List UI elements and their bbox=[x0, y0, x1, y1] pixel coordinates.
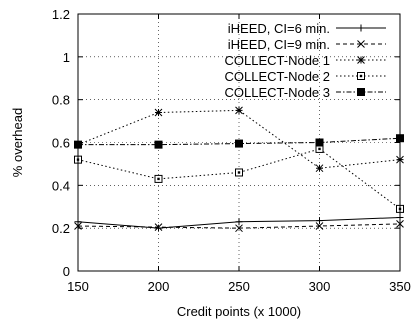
legend-label: COLLECT-Node 2 bbox=[225, 69, 331, 84]
data-point bbox=[154, 140, 163, 149]
legend-label: iHEED, CI=6 min. bbox=[228, 21, 330, 36]
data-point bbox=[235, 218, 243, 226]
legend-marker bbox=[357, 56, 365, 64]
legend-marker bbox=[357, 88, 365, 96]
y-tick-label: 0.6 bbox=[52, 136, 70, 151]
data-point-dot bbox=[237, 171, 241, 174]
data-point bbox=[235, 106, 243, 115]
y-tick-label: 0.8 bbox=[52, 93, 70, 108]
series-layer bbox=[74, 106, 404, 233]
data-point-dot bbox=[318, 147, 321, 151]
data-point bbox=[316, 217, 323, 225]
legend-entry: COLLECT-Node 1 bbox=[225, 53, 386, 68]
legend-marker bbox=[357, 24, 365, 32]
legend-label: COLLECT-Node 1 bbox=[225, 53, 331, 68]
y-axis-label: % overhead bbox=[10, 108, 25, 177]
x-tick-label: 200 bbox=[148, 279, 170, 294]
legend-marker-dot bbox=[359, 74, 363, 78]
legend-marker bbox=[357, 40, 365, 48]
series-5 bbox=[74, 134, 404, 149]
legend-entry: iHEED, CI=9 min. bbox=[228, 37, 386, 52]
legend-entry: iHEED, CI=6 min. bbox=[228, 21, 386, 36]
legend-entry: COLLECT-Node 3 bbox=[225, 85, 386, 100]
axis-ticks: 0 0.2 0.4 0.6 0.8 1 1.2 150 200 250 300 350 bbox=[52, 7, 411, 294]
legend-label: iHEED, CI=9 min. bbox=[228, 37, 330, 52]
y-tick-label: 0 bbox=[63, 264, 70, 279]
data-point bbox=[315, 164, 324, 173]
data-point bbox=[154, 108, 163, 117]
data-point bbox=[315, 138, 324, 147]
x-tick-label: 250 bbox=[228, 279, 250, 294]
data-point bbox=[235, 224, 243, 233]
legend-label: COLLECT-Node 3 bbox=[225, 85, 331, 100]
series-1 bbox=[74, 213, 404, 232]
data-point bbox=[315, 222, 324, 230]
x-axis-label: Credit points (x 1000) bbox=[177, 304, 301, 319]
y-tick-label: 1 bbox=[63, 50, 70, 65]
y-tick-label: 0.2 bbox=[52, 221, 70, 236]
legend-entry: COLLECT-Node 2 bbox=[225, 69, 386, 84]
x-tick-label: 350 bbox=[389, 279, 411, 294]
data-point-dot bbox=[157, 177, 160, 181]
data-point bbox=[154, 223, 163, 231]
series-3 bbox=[74, 106, 404, 173]
series-line bbox=[77, 148, 401, 210]
y-tick-label: 1.2 bbox=[52, 7, 70, 22]
data-point bbox=[155, 224, 162, 232]
series-line bbox=[77, 109, 401, 169]
y-tick-label: 0.4 bbox=[52, 178, 70, 193]
data-point bbox=[235, 139, 243, 148]
x-tick-label: 300 bbox=[309, 279, 331, 294]
x-tick-label: 150 bbox=[67, 279, 89, 294]
legend: iHEED, CI=6 min.iHEED, CI=9 min.COLLECT-… bbox=[225, 21, 386, 100]
